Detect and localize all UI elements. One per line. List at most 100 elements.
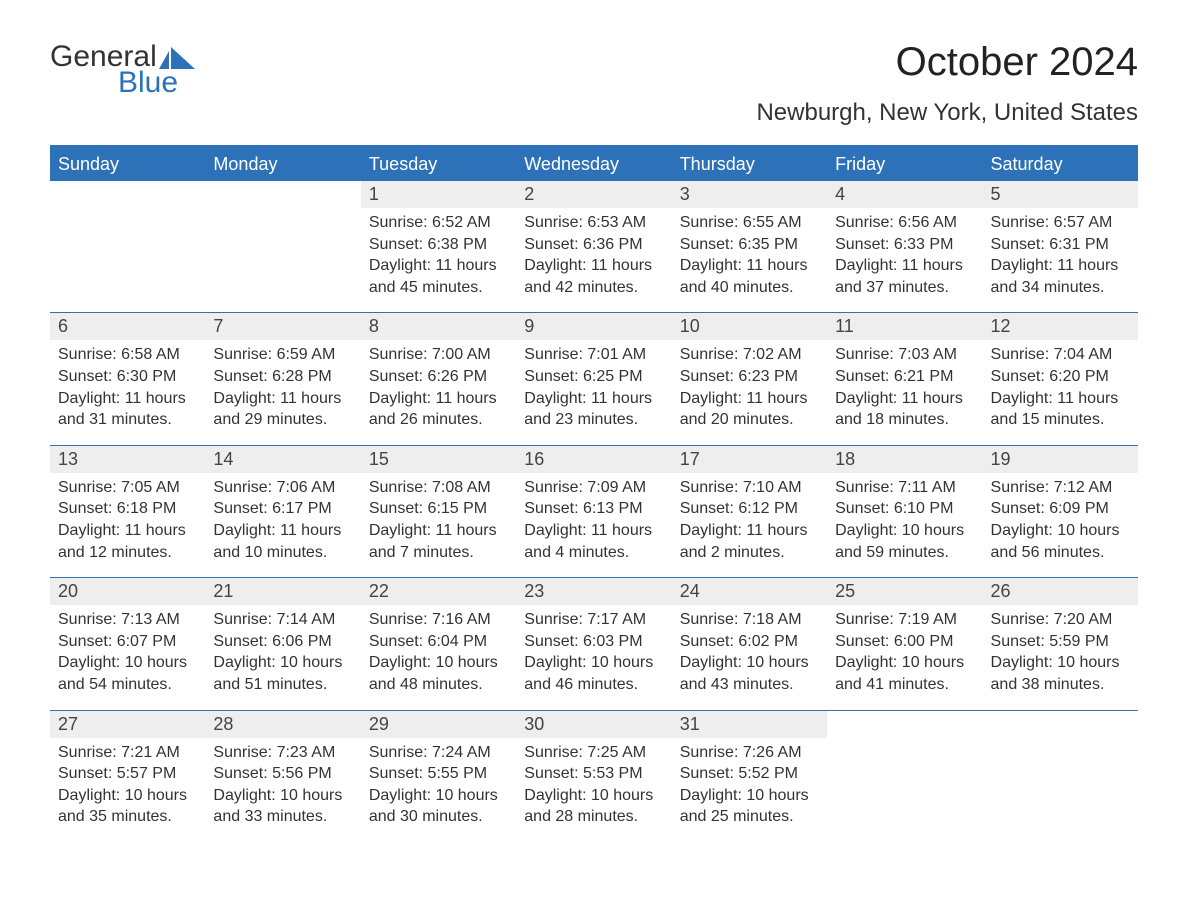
day-number: 21 xyxy=(205,578,360,605)
day-number xyxy=(50,181,205,187)
sunrise-text: Sunrise: 7:03 AM xyxy=(835,344,974,366)
day-number: 25 xyxy=(827,578,982,605)
daylight-text: Daylight: 11 hours and 10 minutes. xyxy=(213,520,352,563)
day-cell: 25Sunrise: 7:19 AMSunset: 6:00 PMDayligh… xyxy=(827,578,982,709)
sunrise-text: Sunrise: 7:08 AM xyxy=(369,477,508,499)
day-cell: 24Sunrise: 7:18 AMSunset: 6:02 PMDayligh… xyxy=(672,578,827,709)
day-body: Sunrise: 7:00 AMSunset: 6:26 PMDaylight:… xyxy=(361,340,516,430)
daylight-text: Daylight: 11 hours and 40 minutes. xyxy=(680,255,819,298)
header: General Blue October 2024 Newburgh, New … xyxy=(50,40,1138,127)
day-body: Sunrise: 7:16 AMSunset: 6:04 PMDaylight:… xyxy=(361,605,516,695)
sunset-text: Sunset: 6:09 PM xyxy=(991,498,1130,520)
day-body: Sunrise: 6:55 AMSunset: 6:35 PMDaylight:… xyxy=(672,208,827,298)
daylight-text: Daylight: 11 hours and 34 minutes. xyxy=(991,255,1130,298)
day-cell: 29Sunrise: 7:24 AMSunset: 5:55 PMDayligh… xyxy=(361,711,516,842)
sunrise-text: Sunrise: 7:10 AM xyxy=(680,477,819,499)
sunset-text: Sunset: 6:33 PM xyxy=(835,234,974,256)
sunset-text: Sunset: 5:53 PM xyxy=(524,763,663,785)
month-title: October 2024 xyxy=(756,40,1138,85)
sunrise-text: Sunrise: 6:52 AM xyxy=(369,212,508,234)
sunrise-text: Sunrise: 7:16 AM xyxy=(369,609,508,631)
daylight-text: Daylight: 11 hours and 15 minutes. xyxy=(991,388,1130,431)
day-cell xyxy=(983,711,1138,842)
day-cell xyxy=(827,711,982,842)
day-number: 31 xyxy=(672,711,827,738)
calendar: Sunday Monday Tuesday Wednesday Thursday… xyxy=(50,145,1138,842)
day-number: 5 xyxy=(983,181,1138,208)
weekday-header: Thursday xyxy=(672,148,827,181)
daylight-text: Daylight: 11 hours and 20 minutes. xyxy=(680,388,819,431)
sunrise-text: Sunrise: 7:20 AM xyxy=(991,609,1130,631)
sunrise-text: Sunrise: 7:11 AM xyxy=(835,477,974,499)
daylight-text: Daylight: 10 hours and 48 minutes. xyxy=(369,652,508,695)
day-body: Sunrise: 7:03 AMSunset: 6:21 PMDaylight:… xyxy=(827,340,982,430)
day-cell: 13Sunrise: 7:05 AMSunset: 6:18 PMDayligh… xyxy=(50,446,205,577)
day-number: 29 xyxy=(361,711,516,738)
daylight-text: Daylight: 10 hours and 33 minutes. xyxy=(213,785,352,828)
sunrise-text: Sunrise: 6:58 AM xyxy=(58,344,197,366)
logo-text-blue: Blue xyxy=(118,66,178,100)
day-number xyxy=(205,181,360,187)
day-body: Sunrise: 7:24 AMSunset: 5:55 PMDaylight:… xyxy=(361,738,516,828)
day-cell: 6Sunrise: 6:58 AMSunset: 6:30 PMDaylight… xyxy=(50,313,205,444)
sunset-text: Sunset: 6:28 PM xyxy=(213,366,352,388)
day-cell: 19Sunrise: 7:12 AMSunset: 6:09 PMDayligh… xyxy=(983,446,1138,577)
day-number: 26 xyxy=(983,578,1138,605)
daylight-text: Daylight: 10 hours and 56 minutes. xyxy=(991,520,1130,563)
sunset-text: Sunset: 6:02 PM xyxy=(680,631,819,653)
day-cell: 21Sunrise: 7:14 AMSunset: 6:06 PMDayligh… xyxy=(205,578,360,709)
day-cell: 31Sunrise: 7:26 AMSunset: 5:52 PMDayligh… xyxy=(672,711,827,842)
daylight-text: Daylight: 11 hours and 7 minutes. xyxy=(369,520,508,563)
day-cell: 27Sunrise: 7:21 AMSunset: 5:57 PMDayligh… xyxy=(50,711,205,842)
day-body: Sunrise: 7:25 AMSunset: 5:53 PMDaylight:… xyxy=(516,738,671,828)
sunrise-text: Sunrise: 7:17 AM xyxy=(524,609,663,631)
day-cell: 15Sunrise: 7:08 AMSunset: 6:15 PMDayligh… xyxy=(361,446,516,577)
day-number: 19 xyxy=(983,446,1138,473)
title-block: October 2024 Newburgh, New York, United … xyxy=(756,40,1138,127)
day-cell: 28Sunrise: 7:23 AMSunset: 5:56 PMDayligh… xyxy=(205,711,360,842)
sunset-text: Sunset: 6:31 PM xyxy=(991,234,1130,256)
logo: General Blue xyxy=(50,40,195,100)
day-cell: 16Sunrise: 7:09 AMSunset: 6:13 PMDayligh… xyxy=(516,446,671,577)
sunset-text: Sunset: 6:38 PM xyxy=(369,234,508,256)
day-cell: 18Sunrise: 7:11 AMSunset: 6:10 PMDayligh… xyxy=(827,446,982,577)
sunset-text: Sunset: 6:12 PM xyxy=(680,498,819,520)
sunrise-text: Sunrise: 7:18 AM xyxy=(680,609,819,631)
weekday-header: Sunday xyxy=(50,148,205,181)
day-number: 9 xyxy=(516,313,671,340)
daylight-text: Daylight: 11 hours and 23 minutes. xyxy=(524,388,663,431)
day-cell: 4Sunrise: 6:56 AMSunset: 6:33 PMDaylight… xyxy=(827,181,982,312)
day-body: Sunrise: 6:52 AMSunset: 6:38 PMDaylight:… xyxy=(361,208,516,298)
sunrise-text: Sunrise: 6:53 AM xyxy=(524,212,663,234)
weekday-header: Friday xyxy=(827,148,982,181)
daylight-text: Daylight: 10 hours and 41 minutes. xyxy=(835,652,974,695)
sunset-text: Sunset: 5:57 PM xyxy=(58,763,197,785)
day-number: 6 xyxy=(50,313,205,340)
sunrise-text: Sunrise: 7:13 AM xyxy=(58,609,197,631)
daylight-text: Daylight: 10 hours and 54 minutes. xyxy=(58,652,197,695)
sunset-text: Sunset: 6:10 PM xyxy=(835,498,974,520)
sunset-text: Sunset: 6:00 PM xyxy=(835,631,974,653)
sunrise-text: Sunrise: 7:01 AM xyxy=(524,344,663,366)
day-body: Sunrise: 7:21 AMSunset: 5:57 PMDaylight:… xyxy=(50,738,205,828)
daylight-text: Daylight: 10 hours and 43 minutes. xyxy=(680,652,819,695)
sunrise-text: Sunrise: 7:26 AM xyxy=(680,742,819,764)
week-row: 27Sunrise: 7:21 AMSunset: 5:57 PMDayligh… xyxy=(50,710,1138,842)
day-cell: 5Sunrise: 6:57 AMSunset: 6:31 PMDaylight… xyxy=(983,181,1138,312)
day-body: Sunrise: 7:26 AMSunset: 5:52 PMDaylight:… xyxy=(672,738,827,828)
sunrise-text: Sunrise: 7:25 AM xyxy=(524,742,663,764)
day-cell: 26Sunrise: 7:20 AMSunset: 5:59 PMDayligh… xyxy=(983,578,1138,709)
day-number: 10 xyxy=(672,313,827,340)
day-number xyxy=(983,711,1138,717)
sunrise-text: Sunrise: 7:02 AM xyxy=(680,344,819,366)
day-cell: 1Sunrise: 6:52 AMSunset: 6:38 PMDaylight… xyxy=(361,181,516,312)
sunset-text: Sunset: 6:03 PM xyxy=(524,631,663,653)
day-body: Sunrise: 6:59 AMSunset: 6:28 PMDaylight:… xyxy=(205,340,360,430)
sunrise-text: Sunrise: 7:14 AM xyxy=(213,609,352,631)
day-body: Sunrise: 6:53 AMSunset: 6:36 PMDaylight:… xyxy=(516,208,671,298)
sunrise-text: Sunrise: 7:21 AM xyxy=(58,742,197,764)
daylight-text: Daylight: 10 hours and 28 minutes. xyxy=(524,785,663,828)
day-cell: 17Sunrise: 7:10 AMSunset: 6:12 PMDayligh… xyxy=(672,446,827,577)
day-number: 22 xyxy=(361,578,516,605)
day-cell: 3Sunrise: 6:55 AMSunset: 6:35 PMDaylight… xyxy=(672,181,827,312)
